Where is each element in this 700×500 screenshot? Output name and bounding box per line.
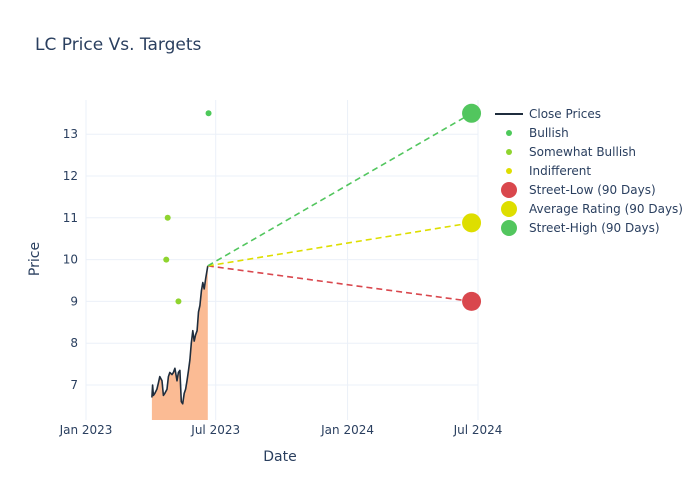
legend-item: Average Rating (90 Days)	[501, 201, 683, 217]
x-tick-label: Jul 2024	[453, 423, 503, 437]
legend-circle-swatch	[501, 201, 517, 217]
legend-circle-swatch	[501, 182, 517, 198]
rating-dot	[205, 110, 212, 117]
y-tick-label: 7	[70, 378, 78, 392]
x-tick-label: Jul 2023	[190, 423, 240, 437]
legend-label: Indifferent	[529, 164, 591, 178]
target-dashed-line	[207, 222, 472, 267]
rating-dot	[164, 214, 171, 221]
legend-item: Street-High (90 Days)	[501, 220, 660, 236]
grid	[85, 100, 479, 420]
legend-item: Bullish	[506, 126, 569, 140]
legend-label: Somewhat Bullish	[529, 145, 636, 159]
x-tick-label: Jan 2024	[320, 423, 374, 437]
target-marker	[462, 291, 482, 311]
target-lines	[207, 103, 482, 311]
legend-dot-swatch	[506, 168, 512, 174]
legend-label: Average Rating (90 Days)	[529, 202, 683, 216]
y-tick-label: 8	[70, 336, 78, 350]
legend: Close Prices Bullish Somewhat Bullish Indif…	[495, 107, 683, 236]
close-price-area	[151, 265, 208, 420]
axis-ticks: Jan 2023 Jul 2023 Jan 2024 Jul 2024 7 8 9 10 11 1…	[59, 127, 503, 437]
legend-item: Street-Low (90 Days)	[501, 182, 656, 198]
legend-item: Indifferent	[506, 164, 591, 178]
target-dashed-line	[207, 112, 472, 267]
legend-dot-swatch	[506, 149, 512, 155]
chart-title: LC Price Vs. Targets	[35, 35, 202, 55]
legend-label: Bullish	[529, 126, 569, 140]
legend-label: Street-Low (90 Days)	[529, 183, 656, 197]
target-marker	[462, 213, 482, 233]
legend-dot-swatch	[506, 130, 512, 136]
target-dashed-line	[207, 265, 472, 303]
y-tick-label: 9	[70, 294, 78, 308]
legend-label: Close Prices	[529, 107, 601, 121]
legend-item: Somewhat Bullish	[506, 145, 636, 159]
rating-dots	[163, 110, 212, 305]
close-price-fill	[151, 265, 208, 420]
rating-dot	[175, 298, 182, 305]
x-axis-title: Date	[263, 449, 296, 465]
x-tick-label: Jan 2023	[59, 423, 113, 437]
y-axis-title: Price	[27, 242, 43, 276]
y-tick-label: 12	[63, 169, 78, 183]
legend-circle-swatch	[501, 220, 517, 236]
y-tick-label: 11	[63, 211, 78, 225]
y-tick-label: 13	[63, 127, 78, 141]
legend-item: Close Prices	[495, 107, 601, 121]
close-price-line-group	[151, 265, 209, 405]
close-price-line	[151, 265, 209, 405]
target-marker	[462, 103, 482, 123]
legend-label: Street-High (90 Days)	[529, 221, 660, 235]
y-tick-label: 10	[63, 253, 78, 267]
rating-dot	[163, 256, 170, 263]
